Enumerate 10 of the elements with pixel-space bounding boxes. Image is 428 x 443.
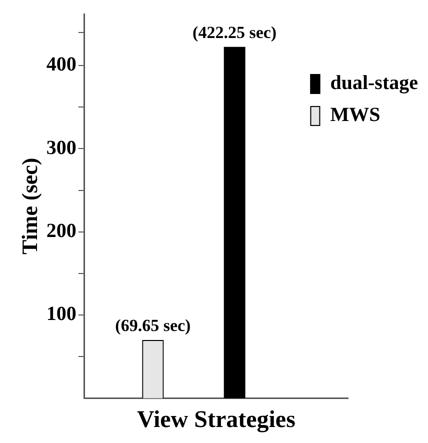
legend-label: dual-stage <box>330 72 418 94</box>
legend-label: MWS <box>330 104 380 126</box>
y-tick-label: 100 <box>46 303 76 326</box>
y-tick-label: 400 <box>46 54 76 76</box>
data-label: (69.65 sec) <box>115 316 191 336</box>
data-label: (422.25 sec) <box>192 22 277 42</box>
y-tick-label: 300 <box>46 136 76 159</box>
y-tick-label: 200 <box>46 220 76 242</box>
x-axis-title: View Strategies <box>137 406 296 433</box>
y-axis-title: Time (sec) <box>16 158 42 254</box>
